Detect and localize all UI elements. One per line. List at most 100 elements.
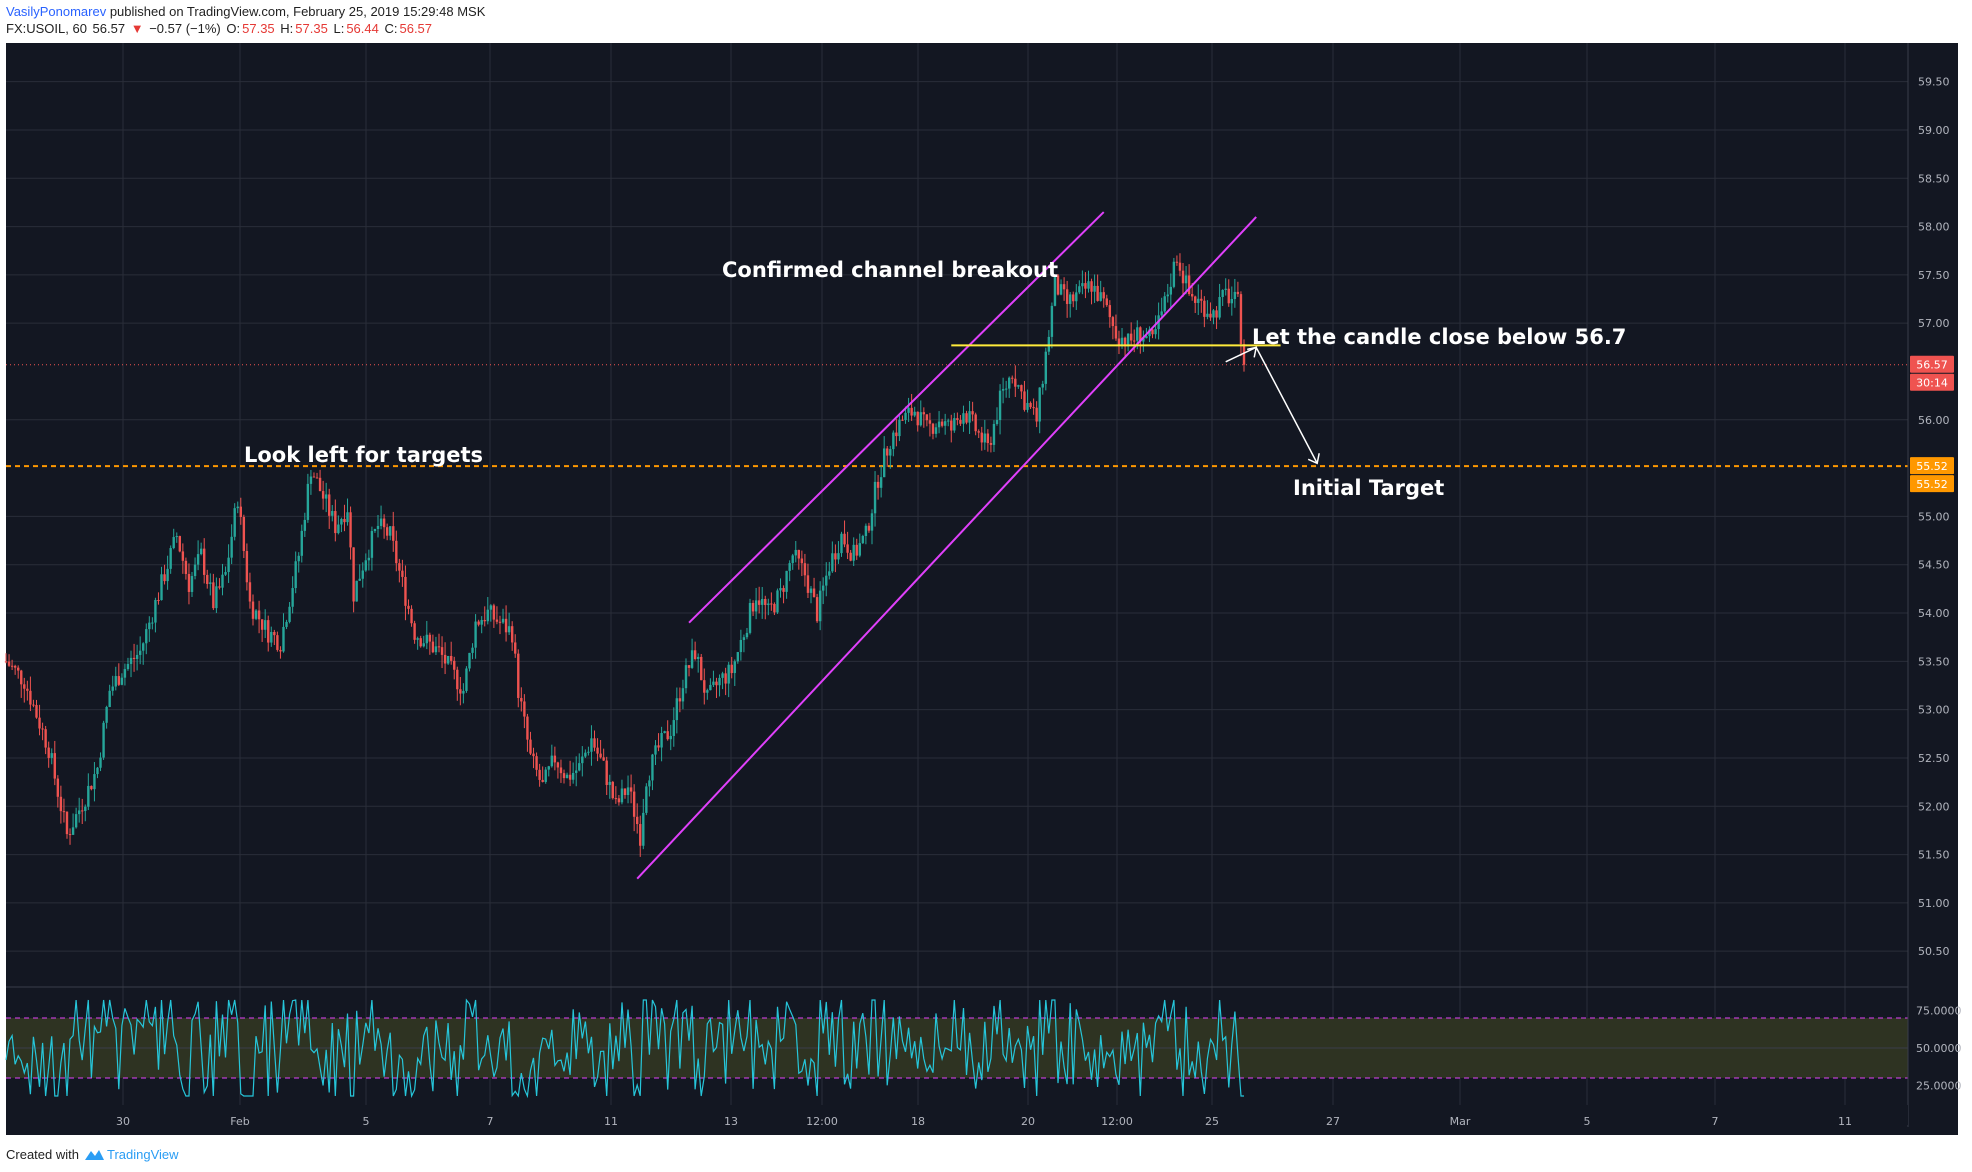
candle-body [974, 414, 977, 432]
candle-body [462, 690, 465, 694]
candle-body [1044, 351, 1047, 384]
candle-body [1133, 340, 1136, 342]
candle-body [910, 407, 913, 416]
candle-body [855, 544, 858, 556]
candle-body [50, 753, 53, 758]
candle-body [977, 431, 980, 433]
annotation-look-left[interactable]: Look left for targets [244, 443, 483, 467]
annotation-candle-close[interactable]: Let the candle close below 56.7 [1252, 325, 1626, 349]
candle-body [53, 753, 56, 779]
candle-body [510, 626, 514, 643]
candle-body [7, 661, 11, 666]
candle-body [825, 575, 828, 586]
candle-body [916, 411, 919, 426]
candle-body [779, 588, 782, 591]
candle-body [175, 536, 178, 538]
y-tick-label: 56.00 [1918, 414, 1950, 427]
y-tick-label: 55.00 [1918, 510, 1950, 523]
annotations[interactable]: Confirmed channel breakout Let the candle… [244, 258, 1626, 500]
candle-body [1038, 387, 1041, 422]
candle-body [739, 639, 743, 653]
candle-body [376, 525, 380, 529]
candle-body [751, 602, 755, 612]
candle-body [849, 552, 852, 561]
candle-body [706, 690, 709, 693]
candle-body [215, 586, 218, 609]
candle-body [980, 432, 983, 443]
candle-body [459, 689, 462, 694]
candle-body [392, 526, 395, 541]
x-tick-label: 12:00 [806, 1115, 838, 1128]
candle-body [474, 621, 477, 648]
candle-body [471, 647, 474, 653]
chart-background [6, 43, 1958, 1135]
candle-body [446, 655, 450, 664]
candle-body [324, 494, 328, 499]
y-tick-label: 50.50 [1918, 945, 1950, 958]
candle-body [620, 788, 624, 803]
candles [4, 253, 1246, 857]
candle-body [187, 573, 191, 592]
candle-body [196, 554, 200, 565]
candle-body [812, 588, 816, 598]
candle-body [748, 602, 752, 633]
candle-body [761, 599, 764, 605]
candle-body [681, 688, 685, 702]
channel-lower-line[interactable] [636, 216, 1257, 880]
candle-body [74, 814, 78, 828]
candle-body [288, 606, 291, 622]
price-axis[interactable]: 59.50 59.00 58.50 58.00 57.50 57.00 56.00 55.00… [1907, 43, 1962, 1127]
candle-body [1001, 389, 1005, 391]
candle-body [1145, 336, 1148, 339]
annotation-channel-breakout[interactable]: Confirmed channel breakout [722, 258, 1058, 282]
y-tick-label: 53.00 [1918, 704, 1950, 717]
candle-body [858, 543, 861, 556]
candle-body [1102, 292, 1105, 299]
time-axis-background [6, 1105, 1908, 1125]
candle-body [645, 786, 648, 813]
rsi-tick-label: 75.0000 [1916, 1005, 1962, 1018]
candle-body [1078, 286, 1081, 293]
y-tick-label: 51.50 [1918, 849, 1950, 862]
candle-body [1215, 310, 1218, 318]
annotation-initial-target[interactable]: Initial Target [1293, 476, 1444, 500]
candle-body [1123, 337, 1127, 347]
candle-body [273, 631, 276, 636]
open-value: 57.35 [242, 21, 275, 36]
y-tick-label: 52.00 [1918, 800, 1950, 813]
candle-body [404, 576, 407, 606]
candle-body [590, 738, 593, 752]
candle-body [822, 585, 825, 591]
candle-body [864, 525, 868, 536]
candle-body [803, 563, 807, 576]
candle-body [355, 580, 358, 602]
y-tick-label: 53.50 [1918, 655, 1950, 668]
candle-body [401, 570, 404, 577]
candle-body [605, 760, 608, 785]
candle-body [1139, 327, 1142, 342]
candle-body [1020, 385, 1023, 392]
candle-body [428, 634, 432, 642]
tradingview-link[interactable]: TradingView [106, 1147, 179, 1162]
arrow-drawings[interactable] [1225, 346, 1320, 465]
candle-body [1166, 294, 1169, 297]
candle-body [700, 656, 703, 681]
candle-body [352, 547, 355, 602]
channel-upper-line[interactable] [688, 211, 1105, 624]
candle-body [1181, 270, 1185, 284]
candle-body [151, 622, 154, 624]
x-tick-label: 27 [1326, 1115, 1340, 1128]
candle-body [593, 738, 596, 748]
candle-body [922, 412, 926, 415]
candle-body [507, 626, 511, 633]
candle-body [834, 553, 837, 560]
candle-body [431, 641, 435, 653]
candle-body [291, 588, 294, 607]
x-tick-label: Mar [1450, 1115, 1471, 1128]
time-axis[interactable]: 30 Feb 5 7 11 13 12:00 18 20 12:00 25 27 Mar 5 7 11 [6, 1105, 1908, 1128]
candle-body [1041, 383, 1044, 388]
candle-body [968, 411, 971, 423]
price-chart[interactable]: Confirmed channel breakout Let the candle… [0, 0, 1972, 1140]
author-link[interactable]: VasilyPonomarev [6, 4, 107, 19]
y-tick-label: 59.50 [1918, 76, 1950, 89]
